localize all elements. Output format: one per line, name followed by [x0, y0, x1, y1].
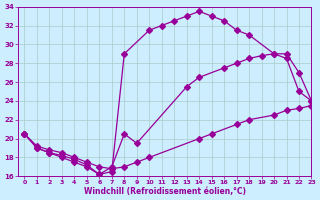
X-axis label: Windchill (Refroidissement éolien,°C): Windchill (Refroidissement éolien,°C)	[84, 187, 246, 196]
